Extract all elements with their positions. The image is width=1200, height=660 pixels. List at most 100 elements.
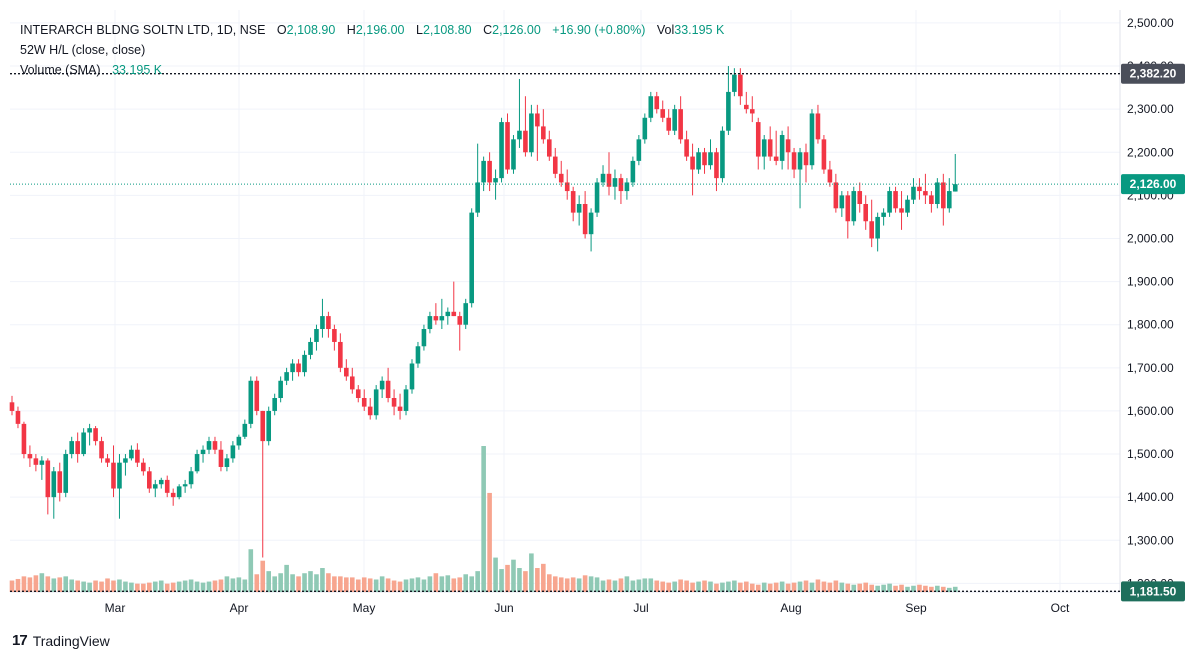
volume-bar [684, 580, 689, 592]
candle [779, 130, 785, 170]
candle-body [45, 460, 51, 498]
candle-body [493, 178, 498, 183]
candle [952, 153, 958, 192]
volume-bar [648, 578, 654, 592]
candle-body [75, 441, 80, 455]
candle-body [212, 441, 218, 450]
candle [33, 454, 39, 472]
candle [738, 68, 743, 105]
candle-body [200, 449, 206, 455]
candle-body [714, 152, 719, 179]
volume-bar [332, 576, 337, 592]
volume-bar [212, 580, 218, 592]
candle-body [541, 126, 546, 140]
symbol-title[interactable]: INTERARCH BLDNG SOLTN LTD, 1D, NSE [20, 23, 266, 37]
candle [320, 298, 325, 338]
candle [594, 178, 600, 217]
volume-bar [123, 581, 128, 592]
volume-bar [87, 582, 92, 592]
volume-bar [242, 579, 248, 592]
candle [290, 359, 295, 381]
candle-body [767, 139, 773, 157]
volume-bar [887, 583, 892, 592]
candle-body [15, 410, 21, 424]
hl-indicator-row[interactable]: 52W H/L (close, close) [20, 40, 724, 60]
candle-body [946, 191, 952, 209]
volume-bar [93, 580, 98, 592]
ohlc-row: INTERARCH BLDNG SOLTN LTD, 1D, NSE O2,10… [20, 20, 724, 40]
candle [206, 436, 212, 455]
candle-body [164, 479, 170, 493]
candle [875, 212, 880, 252]
volume-bar [75, 580, 80, 592]
x-axis[interactable]: Mar Apr May Jun Jul Aug Sep Oct [105, 601, 1070, 615]
candle-body [21, 423, 27, 455]
volume-bar [296, 576, 301, 592]
volume-bar [373, 579, 379, 592]
candle [618, 173, 624, 204]
volume-bar [194, 581, 200, 592]
candle-body [857, 191, 863, 204]
candle-body [248, 380, 254, 424]
y-tick-label: 2,000.00 [1127, 231, 1174, 245]
volume-bar [349, 577, 355, 592]
candle [194, 449, 200, 474]
y-axis[interactable]: 2,500.002,400.002,300.002,200.002,100.00… [1127, 16, 1174, 590]
volume-bar [612, 580, 618, 592]
volume-bar [702, 580, 707, 592]
brand-footer[interactable]: 17 TradingView [12, 632, 110, 649]
volume-indicator-row[interactable]: Volume (SMA) 33.195 K [20, 60, 724, 80]
candle [797, 147, 803, 209]
hl-indicator-label: 52W H/L (close, close) [20, 43, 146, 57]
candle [367, 398, 373, 420]
volume-bar [427, 576, 433, 592]
candle-body [254, 380, 260, 411]
candle [403, 385, 409, 416]
y-tick-label: 1,700.00 [1127, 361, 1174, 375]
volume-bar [170, 582, 176, 592]
candle-body [594, 182, 600, 213]
candle-body [481, 160, 486, 183]
candle [158, 477, 164, 489]
candle-body [176, 486, 182, 498]
volume-bar [272, 576, 277, 592]
candle [767, 126, 773, 161]
volume-bar [278, 573, 283, 592]
volume-bar [248, 549, 254, 592]
candle-body [821, 139, 827, 170]
change-value: +16.90 (+0.80%) [552, 23, 646, 37]
candle-body [666, 117, 671, 131]
volume-bar [535, 568, 540, 592]
y-tick-label: 2,300.00 [1127, 102, 1174, 116]
candle [284, 367, 289, 386]
volume-bar [941, 586, 946, 592]
volume-bar [445, 575, 451, 592]
candle [911, 178, 916, 204]
candle-body [899, 208, 904, 213]
low-value: 2,108.80 [422, 23, 472, 37]
candle [863, 195, 869, 230]
volume-bar [266, 571, 272, 592]
candle [445, 307, 451, 325]
volume-bar [200, 582, 206, 592]
candle-body [39, 460, 45, 465]
high-label: H [346, 23, 356, 37]
candle [845, 191, 851, 239]
candle-body [773, 156, 779, 161]
candle-body [672, 109, 677, 131]
candle [588, 208, 594, 252]
candle [917, 178, 922, 200]
candle-body [869, 221, 874, 239]
candle [690, 143, 695, 196]
volume-bar [618, 578, 624, 592]
volume-bar [421, 579, 427, 592]
candle [475, 143, 480, 217]
candle [541, 109, 546, 144]
volume-bar [152, 581, 158, 592]
volume-bar [129, 582, 134, 592]
price-badge-label: 2,382.20 [1130, 67, 1177, 81]
volume-bar [946, 587, 952, 592]
volume-bar [182, 580, 188, 592]
candle [248, 376, 254, 429]
